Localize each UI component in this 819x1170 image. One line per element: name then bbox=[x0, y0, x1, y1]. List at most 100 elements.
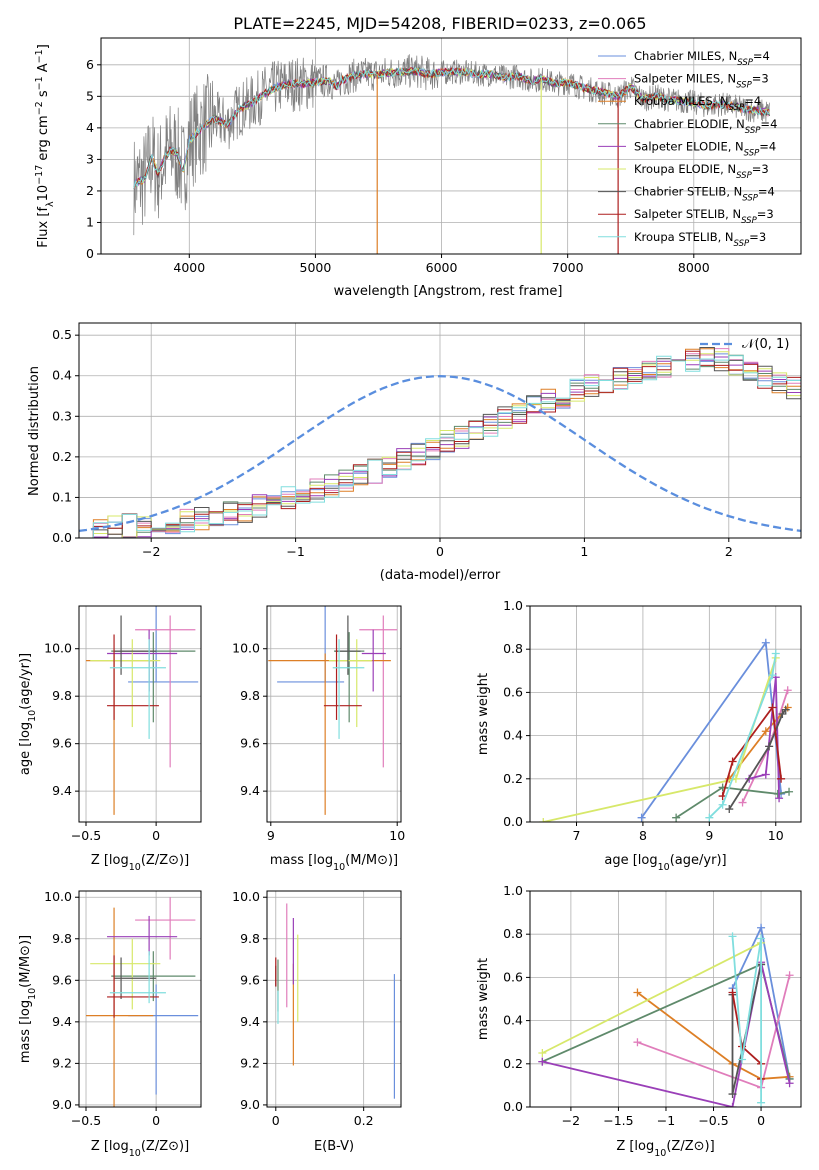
legend-entry: Chabrier STELIB, NSSP=4 bbox=[634, 185, 775, 204]
legend-entry: Kroupa ELODIE, NSSP=3 bbox=[634, 162, 769, 181]
panel-mass_vs_Z: −0.5 09.09.29.49.69.810.0Z [log10(Z/Z⊙)]m… bbox=[18, 889, 202, 1159]
y-tick-label: 5 bbox=[86, 88, 94, 103]
label-part: A bbox=[36, 63, 51, 76]
plot-area bbox=[539, 638, 794, 822]
x-axis-label: mass [log10(M/M⊙)] bbox=[270, 853, 398, 873]
x-axis-label: Z [log10(Z/Z⊙)] bbox=[616, 1139, 714, 1159]
error-point bbox=[328, 639, 372, 728]
legend-entry: Salpeter STELIB, NSSP=3 bbox=[634, 207, 774, 226]
label-part: ⊙ bbox=[168, 1139, 179, 1154]
label-part: erg cm bbox=[36, 115, 51, 164]
legend-n-eq: = bbox=[753, 49, 763, 63]
x-tick-label: 9 bbox=[267, 828, 275, 843]
weight-marker bbox=[725, 805, 734, 814]
weight-line bbox=[748, 677, 780, 799]
label-part: age [log bbox=[18, 722, 33, 775]
weight-marker bbox=[768, 703, 777, 712]
axes-frame bbox=[529, 605, 802, 823]
weight-line bbox=[675, 786, 790, 819]
legend-n-eq: = bbox=[760, 117, 770, 131]
weight-marker bbox=[761, 727, 770, 736]
error-point bbox=[135, 897, 196, 960]
weight-marker bbox=[738, 1055, 747, 1064]
x-tick-label: −1 bbox=[657, 1113, 675, 1128]
y-axis-label: Normed distribution bbox=[27, 366, 42, 496]
weight-marker bbox=[768, 671, 777, 680]
y-tick-label: 9.2 bbox=[52, 1055, 72, 1070]
error-point bbox=[268, 653, 391, 815]
x-tick-label: 0 bbox=[272, 1113, 280, 1128]
label-part: −1 bbox=[34, 76, 45, 90]
legend-n-sub: SSP bbox=[729, 103, 745, 113]
label-part: s bbox=[36, 90, 51, 101]
axes-frame bbox=[266, 605, 402, 823]
weight-marker bbox=[538, 1057, 547, 1066]
error-point bbox=[277, 606, 345, 683]
error-point bbox=[86, 907, 154, 1107]
error-point bbox=[128, 984, 199, 1095]
legend-model-name: Chabrier MILES bbox=[634, 49, 721, 63]
error-point bbox=[107, 634, 159, 720]
legend-n-eq: = bbox=[752, 72, 762, 86]
legend-n-prefix: , N bbox=[729, 117, 745, 131]
legend-entry: Chabrier MILES, NSSP=4 bbox=[634, 49, 770, 68]
residual-histogram bbox=[79, 355, 801, 538]
error-point bbox=[109, 951, 166, 1004]
x-tick-label: 8000 bbox=[678, 260, 710, 275]
y-tick-label: 0.4 bbox=[503, 1013, 523, 1028]
label-part: 10 bbox=[27, 988, 38, 1000]
label-part: )] bbox=[18, 935, 33, 945]
y-tick-label: 9.6 bbox=[240, 736, 260, 751]
y-tick-label: 0.4 bbox=[52, 368, 72, 383]
gridlines bbox=[79, 606, 201, 822]
error-point bbox=[128, 606, 199, 683]
legend-model-name: Kroupa MILES bbox=[634, 94, 713, 108]
weight-marker bbox=[761, 770, 770, 779]
y-axis-label: Flux [fλ10−17 erg cm−2 s−1 A−1] bbox=[34, 44, 56, 248]
label-part: 10 bbox=[129, 862, 141, 873]
legend-n-value: 3 bbox=[761, 162, 768, 176]
y-tick-label: 9.8 bbox=[52, 931, 72, 946]
weight-line bbox=[541, 941, 762, 1054]
label-part: ⊙ bbox=[18, 945, 33, 956]
label-part: ⊙ bbox=[168, 853, 179, 868]
y-tick-label: 9.8 bbox=[52, 688, 72, 703]
x-tick-label: 6000 bbox=[426, 260, 458, 275]
y-tick-label: 0 bbox=[86, 246, 94, 261]
legend-n-sub: SSP bbox=[741, 216, 757, 226]
label-part: )] bbox=[179, 1139, 189, 1154]
figure-title: PLATE=2245, MJD=54208, FIBERID=0233, z=0… bbox=[233, 14, 646, 33]
legend-n-prefix: , N bbox=[726, 185, 742, 199]
y-tick-label: 4 bbox=[86, 120, 94, 135]
weight-marker bbox=[783, 686, 792, 695]
y-tick-label: 0.3 bbox=[52, 408, 72, 423]
y-tick-label: 9.4 bbox=[240, 783, 260, 798]
y-tick-label: 9.2 bbox=[240, 1055, 260, 1070]
axes-frame bbox=[266, 890, 402, 1108]
error-point bbox=[332, 639, 365, 739]
y-tick-label: 1.0 bbox=[503, 598, 523, 613]
x-tick-label: −0.5 bbox=[71, 1113, 101, 1128]
weight-line bbox=[721, 705, 782, 797]
weight-line bbox=[543, 657, 777, 822]
y-tick-label: 0.2 bbox=[503, 771, 523, 786]
gridlines bbox=[267, 606, 401, 822]
x-tick-label: 10 bbox=[389, 828, 405, 843]
weight-marker bbox=[765, 742, 774, 751]
panel-age_vs_Z: −0.5 09.49.69.810.0Z [log10(Z/Z⊙)]age [lo… bbox=[18, 605, 202, 873]
legend-n-value: 3 bbox=[761, 72, 768, 86]
x-axis-label: wavelength [Angstrom, rest frame] bbox=[334, 284, 563, 299]
x-tick-label: 4000 bbox=[173, 260, 205, 275]
weight-marker bbox=[778, 710, 787, 718]
weight-marker bbox=[633, 1038, 642, 1047]
gridlines bbox=[530, 605, 801, 823]
weight-marker bbox=[633, 988, 642, 997]
legend-entry: Kroupa STELIB, NSSP=3 bbox=[634, 230, 766, 249]
y-tick-label: 9.4 bbox=[52, 783, 72, 798]
label-part: −1 bbox=[34, 49, 45, 63]
label-part: 10 bbox=[654, 1148, 666, 1159]
error-point bbox=[107, 915, 178, 956]
label-part: 10 bbox=[129, 1148, 141, 1159]
label-part: (Z/Z bbox=[666, 1139, 693, 1154]
y-tick-label: 0.5 bbox=[52, 327, 72, 342]
